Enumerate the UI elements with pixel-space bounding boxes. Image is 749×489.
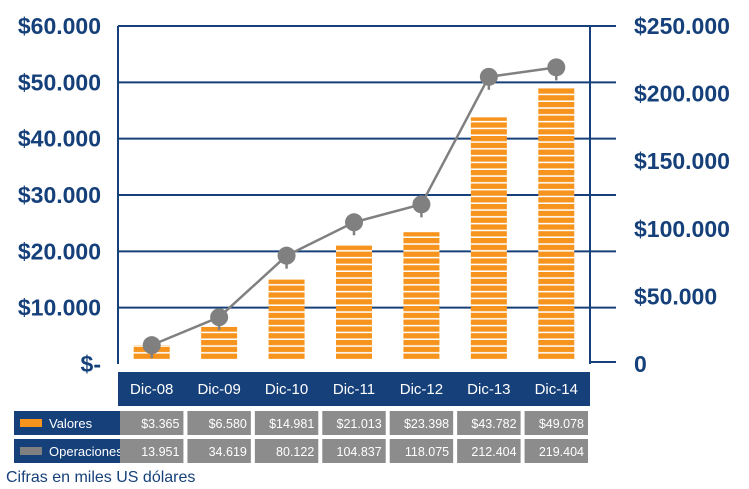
table-cell-value: 34.619 [209, 445, 247, 459]
table-cell [254, 411, 319, 435]
legend-label: Valores [49, 416, 93, 431]
table-cell [254, 439, 319, 463]
table-cell [389, 439, 454, 463]
x-tick-label: Dic-14 [535, 381, 578, 398]
table-cell-value: 13.951 [141, 445, 179, 459]
right-tick-label: $100.000 [634, 216, 730, 242]
bar [336, 245, 372, 360]
footnote: Cifras en miles US dólares [6, 469, 196, 486]
x-tick-label: Dic-08 [130, 381, 173, 398]
line-series-operaciones [142, 58, 566, 359]
legend-cell [14, 411, 137, 435]
table-cell-value: $43.782 [471, 417, 516, 431]
legend-cell [14, 439, 137, 463]
bar [268, 279, 305, 360]
table-cell-value: 212.404 [471, 445, 516, 459]
data-point [412, 195, 431, 214]
right-tick-label: $50.000 [634, 283, 717, 309]
legend-label: Operaciones [49, 444, 123, 459]
bar-series-valores [133, 87, 575, 361]
x-tick-label: Dic-13 [467, 381, 510, 398]
table-cell-value: $14.981 [269, 417, 314, 431]
plot-frame [117, 25, 616, 364]
bar [538, 87, 575, 360]
x-axis-band-bg [118, 372, 590, 406]
table-cell [187, 439, 251, 463]
table-cell [120, 411, 184, 435]
table-cell-value: $23.398 [404, 417, 449, 431]
left-axis-ticks: $- $10.000 $20.000 $30.000 $40.000 $50.000 $60… [18, 13, 101, 377]
table-cell-value: 118.075 [405, 445, 449, 459]
table-cell [524, 439, 588, 463]
table-cell-value: $3.365 [141, 417, 179, 431]
table-cell-value: $49.078 [539, 417, 584, 431]
x-tick-label: Dic-11 [333, 381, 375, 398]
bar [470, 117, 507, 361]
left-tick-label: $60.000 [18, 13, 101, 39]
data-point [210, 308, 229, 327]
table-cell [389, 411, 454, 435]
left-tick-label: $30.000 [18, 182, 101, 208]
data-table: Valores $3.365 $6.580 $14.981 $21.013 $23.398… [14, 411, 588, 463]
left-tick-label: $- [81, 351, 101, 377]
x-axis-band: Dic-08 Dic-09 Dic-10 Dic-11 Dic-12 Dic-13 Dic-… [118, 372, 590, 406]
data-point [277, 246, 296, 265]
table-cell [120, 439, 184, 463]
x-tick-label: Dic-12 [400, 381, 443, 398]
table-cell [322, 411, 386, 435]
right-tick-label: $200.000 [634, 81, 730, 107]
right-axis-ticks: 0 $50.000 $100.000 $150.000 $200.000 $250.000 [634, 13, 730, 377]
table-cell-value: 80.122 [276, 445, 314, 459]
data-point [142, 336, 161, 355]
table-cell [524, 411, 588, 435]
right-tick-label: $150.000 [634, 148, 730, 174]
bar [201, 326, 238, 360]
x-tick-label: Dic-09 [197, 381, 240, 398]
right-tick-label: 0 [634, 351, 647, 377]
table-cell-value: 104.837 [337, 445, 382, 459]
bar [403, 232, 440, 360]
data-point [547, 58, 566, 77]
left-tick-label: $50.000 [18, 69, 101, 95]
legend-swatch-operaciones [20, 447, 42, 455]
x-tick-label: Dic-10 [265, 381, 308, 398]
left-tick-label: $20.000 [18, 238, 101, 264]
table-cell-value: $21.013 [337, 417, 382, 431]
left-tick-label: $40.000 [18, 126, 101, 152]
data-point [479, 67, 498, 86]
legend-swatch-valores [20, 419, 42, 427]
table-cell [187, 411, 251, 435]
left-tick-label: $10.000 [18, 295, 101, 321]
data-point [345, 213, 363, 232]
table-cell [457, 439, 521, 463]
table-cell [322, 439, 386, 463]
right-tick-label: $250.000 [634, 13, 730, 39]
table-cell-value: 219.404 [539, 445, 584, 459]
table-cell-value: $6.580 [209, 417, 247, 431]
table-cell [457, 411, 521, 435]
